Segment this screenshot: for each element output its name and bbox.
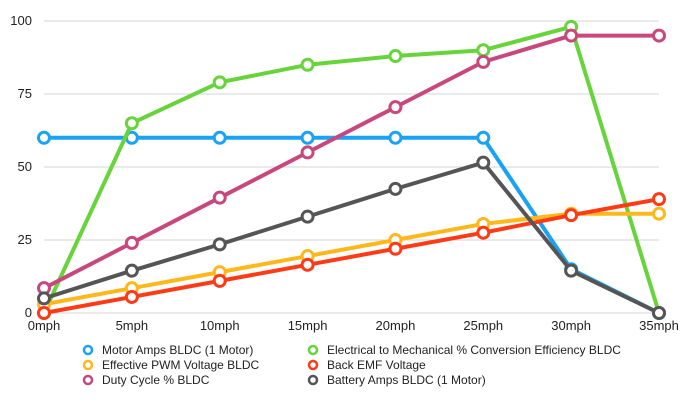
legend-marker: [82, 359, 94, 371]
data-point: [564, 28, 579, 43]
x-tick-label: 25mph: [463, 318, 503, 333]
legend-label: Motor Amps BLDC (1 Motor): [102, 343, 253, 357]
data-point: [300, 257, 315, 272]
data-point: [124, 289, 139, 304]
data-point: [388, 130, 403, 145]
data-point: [212, 130, 227, 145]
data-point: [300, 130, 315, 145]
legend-entry: Battery Amps BLDC (1 Motor): [307, 373, 486, 387]
legend-entry: Motor Amps BLDC (1 Motor): [82, 343, 253, 357]
data-point: [476, 225, 491, 240]
y-tick-label: 25: [18, 232, 32, 247]
legend-marker: [307, 359, 319, 371]
legend-label: Back EMF Voltage: [327, 358, 426, 372]
y-tick-label: 75: [18, 86, 32, 101]
series-line: [42, 135, 661, 315]
legend-label: Effective PWM Voltage BLDC: [102, 358, 260, 372]
legend-entry: Back EMF Voltage: [307, 358, 426, 372]
data-point: [388, 100, 403, 115]
y-tick-label: 100: [10, 13, 32, 28]
y-tick-label: 0: [25, 305, 32, 320]
series-4: [37, 28, 666, 296]
legend-marker: [307, 344, 319, 356]
data-point: [37, 130, 51, 145]
series-line: [42, 211, 661, 307]
data-point: [212, 190, 227, 205]
data-point: [652, 192, 666, 207]
legend-marker: [307, 374, 319, 386]
series-line: [42, 197, 661, 315]
legend-label: Battery Amps BLDC (1 Motor): [327, 373, 486, 387]
series-3: [37, 192, 666, 320]
data-point: [476, 155, 491, 170]
data-point: [300, 209, 315, 224]
legend: Motor Amps BLDC (1 Motor) Electrical to M…: [82, 343, 621, 387]
series-line: [42, 33, 661, 291]
data-point: [564, 208, 579, 223]
series-line: [42, 160, 661, 315]
legend-label: Duty Cycle % BLDC: [102, 373, 210, 387]
axes: 0 25 50 75 100 0mph 5mph 10mph 15mph 20mph 25mph 30…: [10, 13, 679, 333]
legend-entry: Electrical to Mechanical % Conversion Ef…: [307, 343, 621, 357]
data-point: [212, 75, 227, 90]
x-tick-label: 30mph: [551, 318, 591, 333]
data-point: [212, 273, 227, 288]
data-point: [388, 181, 403, 196]
x-tick-label: 15mph: [288, 318, 328, 333]
legend-marker: [82, 344, 94, 356]
x-tick-label: 20mph: [376, 318, 416, 333]
data-point: [476, 130, 491, 145]
data-point: [124, 235, 139, 250]
data-point: [652, 306, 666, 320]
data-point: [37, 306, 51, 320]
data-point: [388, 241, 403, 256]
series-line: [42, 24, 661, 315]
data-point: [652, 206, 666, 221]
data-point: [476, 43, 491, 58]
legend-entry: Duty Cycle % BLDC: [82, 373, 210, 387]
gridlines: [44, 20, 659, 314]
data-point: [300, 145, 315, 160]
y-tick-label: 50: [18, 159, 32, 174]
data-point: [476, 54, 491, 69]
data-point: [300, 57, 315, 72]
data-point: [124, 116, 139, 131]
data-point: [124, 263, 139, 278]
series-5: [37, 155, 666, 320]
data-point: [388, 49, 403, 64]
data-point: [564, 263, 579, 278]
data-point: [652, 28, 666, 43]
data-point: [212, 237, 227, 252]
x-tick-label: 35mph: [639, 318, 679, 333]
legend-label: Electrical to Mechanical % Conversion Ef…: [327, 343, 621, 357]
x-tick-label: 0mph: [28, 318, 61, 333]
x-tick-label: 5mph: [116, 318, 149, 333]
x-tick-label: 10mph: [200, 318, 240, 333]
legend-entry: Effective PWM Voltage BLDC: [82, 358, 260, 372]
legend-marker: [82, 374, 94, 386]
data-point: [37, 291, 51, 306]
series: [37, 19, 666, 320]
